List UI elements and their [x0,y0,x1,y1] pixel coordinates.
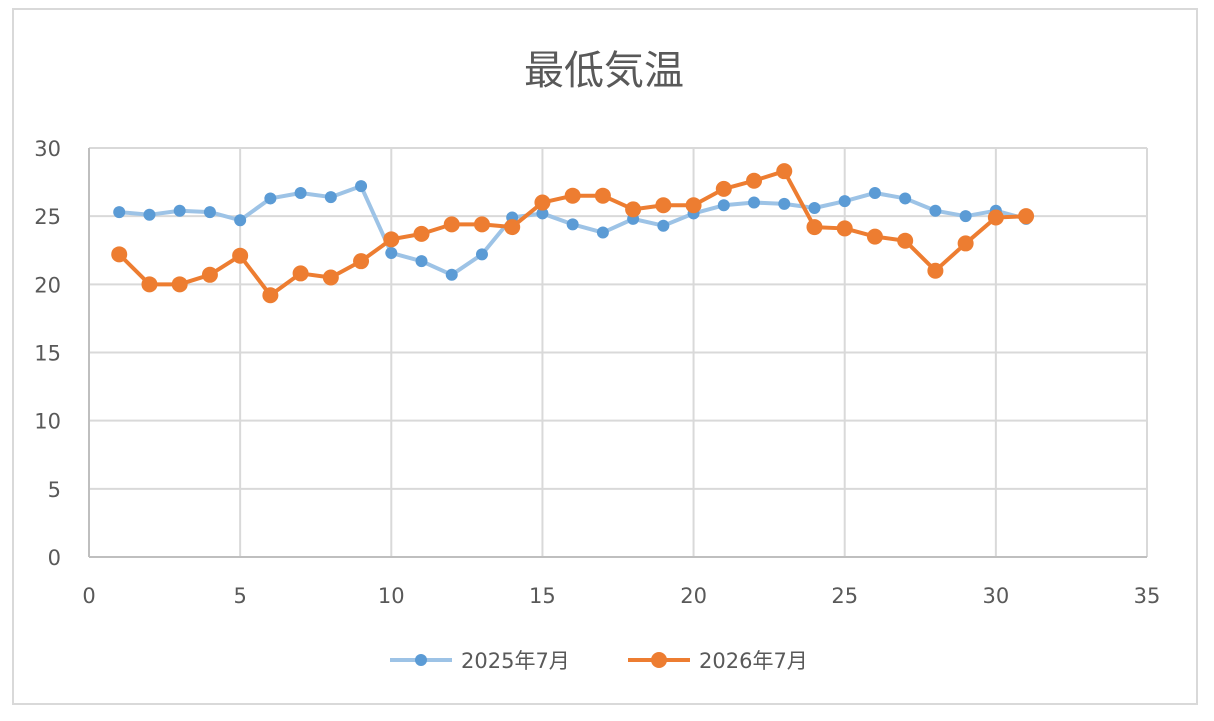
series-2 [111,163,1035,304]
x-tick-label: 10 [378,584,405,608]
data-point [473,216,490,233]
legend-item-2: 2026年7月 [628,649,808,673]
chart-title: 最低気温 [524,48,684,94]
legend-marker [651,652,667,668]
data-point [899,192,912,205]
data-point [322,269,339,286]
legend-marker [415,654,427,666]
data-point [534,194,551,211]
data-point [1018,208,1035,225]
y-tick-label: 0 [48,546,61,570]
legend-label: 2026年7月 [699,649,808,673]
data-point [264,192,277,205]
y-tick-label: 10 [34,410,61,434]
data-point [868,186,881,199]
data-point [838,195,851,208]
data-point [173,204,186,217]
data-point [443,216,460,233]
x-tick-label: 0 [82,584,95,608]
legend: 2025年7月 2026年7月 [390,649,808,673]
grid-layer [89,147,1148,557]
data-point [415,255,428,268]
axis-layer: 0 5 10 15 20 25 30 0 5 10 15 20 25 30 35 [34,137,1160,608]
legend-label: 2025年7月 [461,649,570,673]
data-point [957,235,974,252]
data-point [866,228,883,245]
x-tick-label: 15 [529,584,556,608]
data-point [201,266,218,283]
x-tick-label: 25 [831,584,858,608]
data-point [413,225,430,242]
data-point [596,226,609,239]
x-tick-label: 20 [680,584,707,608]
series-1 [113,180,1033,281]
data-point [685,197,702,214]
y-tick-label: 25 [34,205,61,229]
data-point [234,214,247,227]
x-tick-label: 5 [233,584,246,608]
data-point [715,180,732,197]
data-point [987,209,1004,226]
data-point [353,253,370,270]
data-point [292,265,309,282]
data-point [445,268,458,281]
data-point [778,197,791,210]
data-point [504,219,521,236]
data-point [566,218,579,231]
data-point [324,191,337,204]
data-point [171,276,188,293]
data-point [564,187,581,204]
data-point [655,197,672,214]
data-point [232,247,249,264]
data-point [141,276,158,293]
data-point [475,248,488,261]
data-point [385,246,398,259]
series-layer [111,163,1035,304]
chart-frame [12,8,1198,705]
data-point [594,187,611,204]
data-point [808,201,821,214]
x-tick-label: 30 [982,584,1009,608]
x-tick-label: 35 [1134,584,1161,608]
data-point [897,232,914,249]
data-point [927,262,944,279]
data-point [111,246,128,263]
data-point [657,219,670,232]
data-point [294,186,307,199]
data-point [836,220,853,237]
data-point [717,199,730,212]
data-point [806,219,823,236]
data-point [262,287,279,304]
y-tick-label: 30 [34,137,61,161]
data-point [929,204,942,217]
y-tick-label: 20 [34,273,61,297]
y-tick-label: 15 [34,342,61,366]
data-point [203,206,216,219]
data-point [143,208,156,221]
data-point [625,201,642,218]
data-point [959,210,972,223]
data-point [748,196,761,209]
y-tick-label: 5 [48,478,61,502]
data-point [113,206,126,219]
data-point [355,180,368,193]
data-point [746,172,763,189]
data-point [383,231,400,248]
legend-item-1: 2025年7月 [390,649,570,673]
data-point [776,163,793,180]
data-point [536,207,549,220]
